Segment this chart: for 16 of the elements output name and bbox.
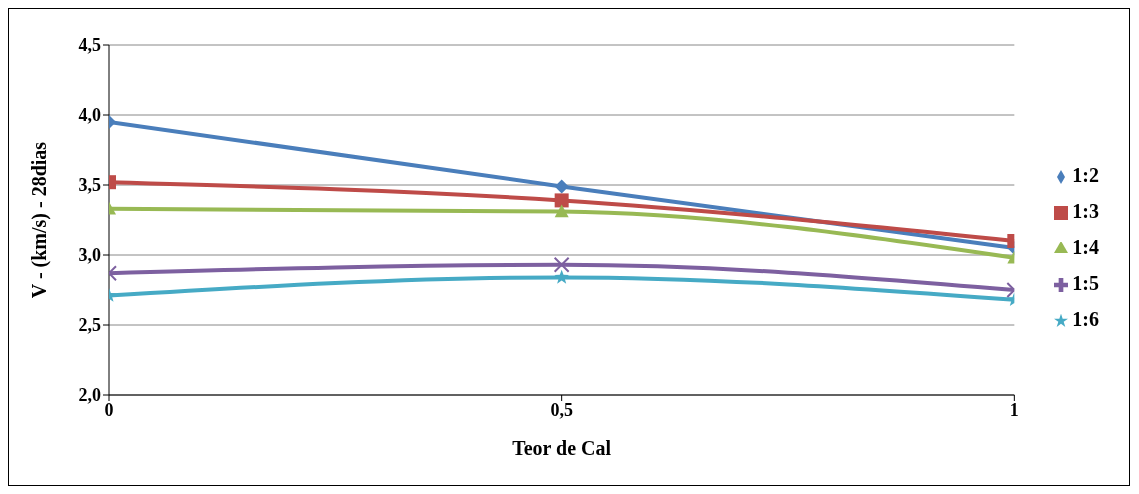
legend-label: 1:6 <box>1072 308 1099 330</box>
y-axis-title: V - (km/s) - 28dias <box>28 141 52 299</box>
legend-label: 1:2 <box>1072 164 1099 186</box>
legend-label: 1:3 <box>1072 200 1099 222</box>
y-tick-label: 3,0 <box>78 245 101 266</box>
y-tick-label: 2,0 <box>78 385 101 406</box>
x-axis-title: Teor de Cal <box>512 437 612 459</box>
x-tick-label: 1 <box>1009 399 1019 420</box>
y-tick-label: 4,0 <box>78 105 101 126</box>
y-tick-label: 4,5 <box>78 35 101 56</box>
legend-label: 1:5 <box>1072 272 1099 294</box>
x-tick-label: 0 <box>104 399 114 420</box>
y-tick-label: 2,5 <box>78 315 101 336</box>
legend-label: 1:4 <box>1072 236 1099 258</box>
y-tick-label: 3,5 <box>78 175 101 196</box>
x-tick-label: 0,5 <box>550 399 573 420</box>
